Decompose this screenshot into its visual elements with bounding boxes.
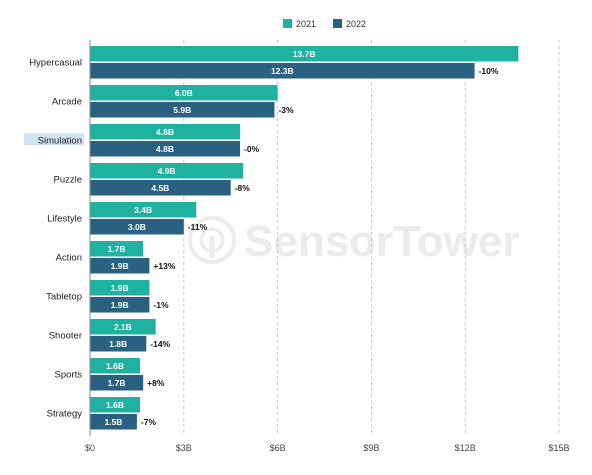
x-tick-label: $9B — [363, 443, 379, 453]
legend-label-2022: 2022 — [346, 19, 366, 29]
bar-value-label: 13.7B — [293, 49, 316, 59]
x-tick-label: $0 — [85, 443, 95, 453]
category-label-action: Action — [56, 252, 82, 263]
bar-value-label: 1.9B — [111, 283, 129, 293]
bar-2022-arcade — [90, 102, 275, 118]
bar-value-label: 1.9B — [111, 261, 129, 271]
legend-swatch-2022 — [333, 19, 342, 28]
bar-2022-lifestyle — [90, 219, 184, 235]
bar-value-label: 4.9B — [158, 166, 176, 176]
x-tick-label: $15B — [548, 443, 569, 453]
bar-value-label: 1.5B — [104, 417, 122, 427]
change-annotation: +8% — [147, 378, 165, 388]
bar-value-label: 2.1B — [114, 322, 132, 332]
bar-2021-tabletop — [90, 280, 150, 296]
bar-value-label: 6.0B — [175, 88, 193, 98]
x-tick-label: $12B — [455, 443, 476, 453]
category-label-sports: Sports — [55, 369, 83, 380]
change-annotation: -1% — [153, 300, 169, 310]
legend-label-2021: 2021 — [296, 19, 316, 29]
change-annotation: -10% — [479, 66, 499, 76]
bar-2021-action — [90, 241, 144, 257]
change-annotation: -14% — [150, 339, 170, 349]
bar-value-label: 1.9B — [111, 300, 129, 310]
change-annotation: -7% — [141, 417, 157, 427]
bar-2022-simulation — [90, 141, 241, 157]
bar-2021-simulation — [90, 124, 241, 140]
bar-2022-tabletop — [90, 297, 150, 313]
bar-value-label: 4.8B — [156, 144, 174, 154]
bar-2021-shooter — [90, 319, 156, 335]
bar-value-label: 1.7B — [108, 378, 126, 388]
bar-2022-puzzle — [90, 180, 231, 196]
change-annotation: +13% — [153, 261, 175, 271]
legend: 2021 2022 — [283, 19, 366, 29]
bar-2021-hypercasual — [90, 46, 519, 62]
sensor-tower-logo-icon — [188, 216, 236, 264]
bar-value-label: 3.0B — [128, 222, 146, 232]
bar-value-label: 4.5B — [151, 183, 169, 193]
bar-2022-hypercasual — [90, 63, 475, 79]
category-label-shooter: Shooter — [49, 330, 82, 341]
bar-2022-sports — [90, 375, 144, 391]
category-label-puzzle: Puzzle — [53, 174, 82, 185]
bar-2021-arcade — [90, 85, 278, 101]
bar-2021-sports — [90, 358, 141, 374]
bar-2022-shooter — [90, 336, 147, 352]
category-labels: Hypercasual Arcade Simulation Puzzle Lifesty… — [24, 57, 84, 419]
bar-value-label: 1.7B — [108, 244, 126, 254]
category-label-simulation: Simulation — [38, 135, 82, 146]
category-label-arcade: Arcade — [52, 96, 82, 107]
bar-2021-strategy — [90, 397, 141, 413]
category-label-strategy: Strategy — [47, 408, 83, 419]
change-annotation: -0% — [244, 144, 260, 154]
watermark-text: SensorTower — [244, 217, 519, 266]
bar-value-label: 1.6B — [106, 400, 124, 410]
legend-swatch-2021 — [283, 19, 292, 28]
bar-value-label: 1.6B — [106, 361, 124, 371]
bar-value-label: 3.4B — [134, 205, 152, 215]
category-label-hypercasual: Hypercasual — [29, 57, 82, 68]
change-annotation: -11% — [188, 222, 208, 232]
bar-value-label: 4.8B — [156, 127, 174, 137]
bar-value-label: 5.9B — [173, 105, 191, 115]
bar-2021-lifestyle — [90, 202, 197, 218]
category-label-tabletop: Tabletop — [46, 291, 82, 302]
watermark: SensorTower — [188, 216, 519, 266]
category-label-lifestyle: Lifestyle — [47, 213, 82, 224]
bars: 13.7B 12.3B -10% 6.0B 5.9B -3% 4.8B 4.8B -0% 4.9B… — [90, 46, 519, 430]
x-axis: $0 $3B $6B $9B $12B $15B — [85, 40, 570, 453]
bar-2021-puzzle — [90, 163, 244, 179]
bar-value-label: 12.3B — [271, 66, 294, 76]
bar-2022-strategy — [90, 414, 137, 430]
change-annotation: -3% — [278, 105, 294, 115]
x-tick-label: $6B — [270, 443, 286, 453]
x-tick-label: $3B — [176, 443, 192, 453]
category-highlight — [24, 133, 84, 146]
bar-2022-action — [90, 258, 150, 274]
bar-value-label: 1.8B — [109, 339, 127, 349]
change-annotation: -8% — [235, 183, 251, 193]
